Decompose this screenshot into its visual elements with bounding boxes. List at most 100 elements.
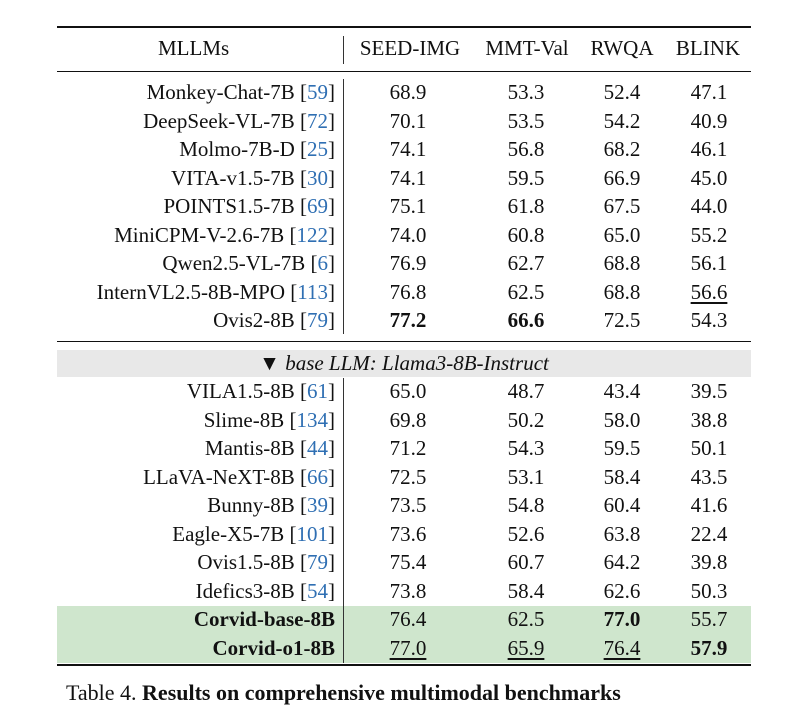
score-cell: 56.8 (507, 137, 545, 161)
header-separator (343, 36, 344, 64)
score-cell: 73.8 (389, 578, 427, 603)
score-cell: 76.4 (389, 607, 427, 631)
citation-link[interactable]: 54 (307, 578, 328, 603)
citation-link[interactable]: 44 (307, 436, 328, 460)
top-rule (57, 26, 751, 28)
score-cell: 56.1 (690, 251, 728, 275)
score-cell: 39.5 (690, 379, 728, 403)
section-band (57, 350, 751, 377)
score-cell: 38.8 (690, 407, 728, 432)
score-cell: 71.2 (389, 436, 427, 460)
score-cell: 55.2 (690, 222, 728, 247)
score-cell: 58.4 (507, 578, 545, 603)
table-row: LLaVA-NeXT-8B [66] 72.5 53.1 58.4 43.5 (0, 463, 809, 491)
model-name: Ovis2-8B [79] (213, 308, 335, 332)
score-cell: 41.6 (690, 493, 728, 517)
model-name-text: VITA-v1.5-7B (171, 165, 295, 190)
score-cell: 65.0 (389, 379, 427, 403)
score-cell: 59.5 (603, 436, 641, 460)
citation-link[interactable]: 72 (307, 108, 328, 133)
table-row: Mantis-8B [44] 71.2 54.3 59.5 50.1 (0, 434, 809, 462)
table-row: VILA1.5-8B [61] 65.0 48.7 43.4 39.5 (0, 377, 809, 405)
table-row: MiniCPM-V-2.6-7B [122] 74.0 60.8 65.0 55.2 (0, 221, 809, 249)
model-name: Mantis-8B [44] (204, 436, 335, 460)
score-cell: 54.3 (690, 308, 728, 332)
citation-link[interactable]: 30 (307, 165, 328, 190)
citation-link[interactable]: 79 (307, 550, 328, 574)
header-rwqa: RWQA (590, 36, 654, 60)
citation-link[interactable]: 134 (296, 407, 329, 432)
header-row: MLLMs SEED-IMG MMT-Val RWQA BLINK (0, 28, 809, 68)
score-cell: 58.4 (603, 464, 641, 489)
ours-highlight (57, 606, 751, 663)
score-cell: 65.9 (507, 635, 545, 660)
model-name: Molmo-7B-D [25] (179, 137, 335, 161)
score-cell: 76.4 (603, 635, 641, 660)
model-name-text: MiniCPM-V-2.6-7B (114, 222, 285, 247)
table-row: Corvid-base-8B 76.4 62.5 77.0 55.7 (0, 605, 809, 633)
table-row: Bunny-8B [39] 73.5 54.8 60.4 41.6 (0, 491, 809, 519)
citation-link[interactable]: 66 (307, 464, 328, 489)
citation-link[interactable]: 79 (307, 308, 328, 332)
citation-link[interactable]: 101 (296, 521, 329, 546)
score-cell: 77.0 (389, 635, 427, 660)
score-cell: 60.8 (507, 222, 545, 247)
model-name: Monkey-Chat-7B [59] (146, 80, 335, 104)
score-cell: 76.9 (389, 251, 427, 275)
model-name-text: Corvid-base-8B (193, 607, 335, 631)
score-cell: 68.8 (603, 251, 641, 275)
citation-link[interactable]: 59 (307, 80, 328, 104)
score-cell: 73.5 (389, 493, 427, 517)
group-general-separator (343, 79, 344, 334)
table-row: Qwen2.5-VL-7B [6] 76.9 62.7 68.8 56.1 (0, 249, 809, 277)
citation-link[interactable]: 25 (307, 137, 328, 161)
score-cell: 52.6 (507, 521, 545, 546)
table-row: Molmo-7B-D [25] 74.1 56.8 68.2 46.1 (0, 135, 809, 163)
table-row: Corvid-o1-8B 77.0 65.9 76.4 57.9 (0, 634, 809, 662)
score-cell: 66.9 (603, 165, 641, 190)
group-llama3-separator (343, 378, 344, 663)
score-cell: 52.4 (603, 80, 641, 104)
citation-link[interactable]: 69 (307, 194, 328, 218)
model-name-text: DeepSeek-VL-7B (143, 108, 295, 133)
model-name-text: Ovis1.5-8B (197, 550, 295, 574)
citation-link[interactable]: 39 (307, 493, 328, 517)
citation-link[interactable]: 122 (296, 222, 329, 247)
score-cell: 64.2 (603, 550, 641, 574)
score-cell: 62.5 (507, 279, 545, 304)
score-cell: 72.5 (389, 464, 427, 489)
bottom-rule (57, 664, 751, 666)
score-cell: 60.7 (507, 550, 545, 574)
score-cell: 62.6 (603, 578, 641, 603)
score-cell: 68.9 (389, 80, 427, 104)
model-name: VITA-v1.5-7B [30] (171, 165, 335, 190)
model-name-text: Ovis2-8B (213, 308, 295, 332)
score-cell: 39.8 (690, 550, 728, 574)
section-label-text: base LLM: Llama3-8B-Instruct (285, 351, 549, 375)
header-model: MLLMs (158, 36, 230, 60)
table-row: DeepSeek-VL-7B [72] 70.1 53.5 54.2 40.9 (0, 107, 809, 135)
table-row: Idefics3-8B [54] 73.8 58.4 62.6 50.3 (0, 577, 809, 605)
score-cell: 48.7 (507, 379, 545, 403)
citation-link[interactable]: 61 (307, 379, 328, 403)
citation-link[interactable]: 113 (297, 279, 328, 304)
model-name: Corvid-o1-8B (213, 634, 336, 662)
model-name: VILA1.5-8B [61] (186, 379, 335, 403)
model-name-text: Monkey-Chat-7B (146, 80, 295, 104)
score-cell: 43.5 (690, 464, 728, 489)
table-row: InternVL2.5-8B-MPO [113] 76.8 62.5 68.8 56.6 (0, 278, 809, 306)
citation-link[interactable]: 6 (317, 251, 329, 275)
model-name-text: Slime-8B (203, 407, 285, 432)
table-caption: Table 4. Results on comprehensive multim… (66, 680, 621, 706)
score-cell: 50.1 (690, 436, 728, 460)
model-name: InternVL2.5-8B-MPO [113] (96, 279, 335, 304)
score-cell: 63.8 (603, 521, 641, 546)
score-cell: 53.3 (507, 80, 545, 104)
score-cell: 47.1 (690, 80, 728, 104)
score-cell: 54.2 (603, 108, 641, 133)
score-cell: 50.2 (507, 407, 545, 432)
model-name-text: Mantis-8B (204, 436, 295, 460)
score-cell: 74.1 (389, 137, 427, 161)
header-mmt-val: MMT-Val (485, 36, 569, 60)
model-name: Eagle-X5-7B [101] (172, 521, 335, 546)
